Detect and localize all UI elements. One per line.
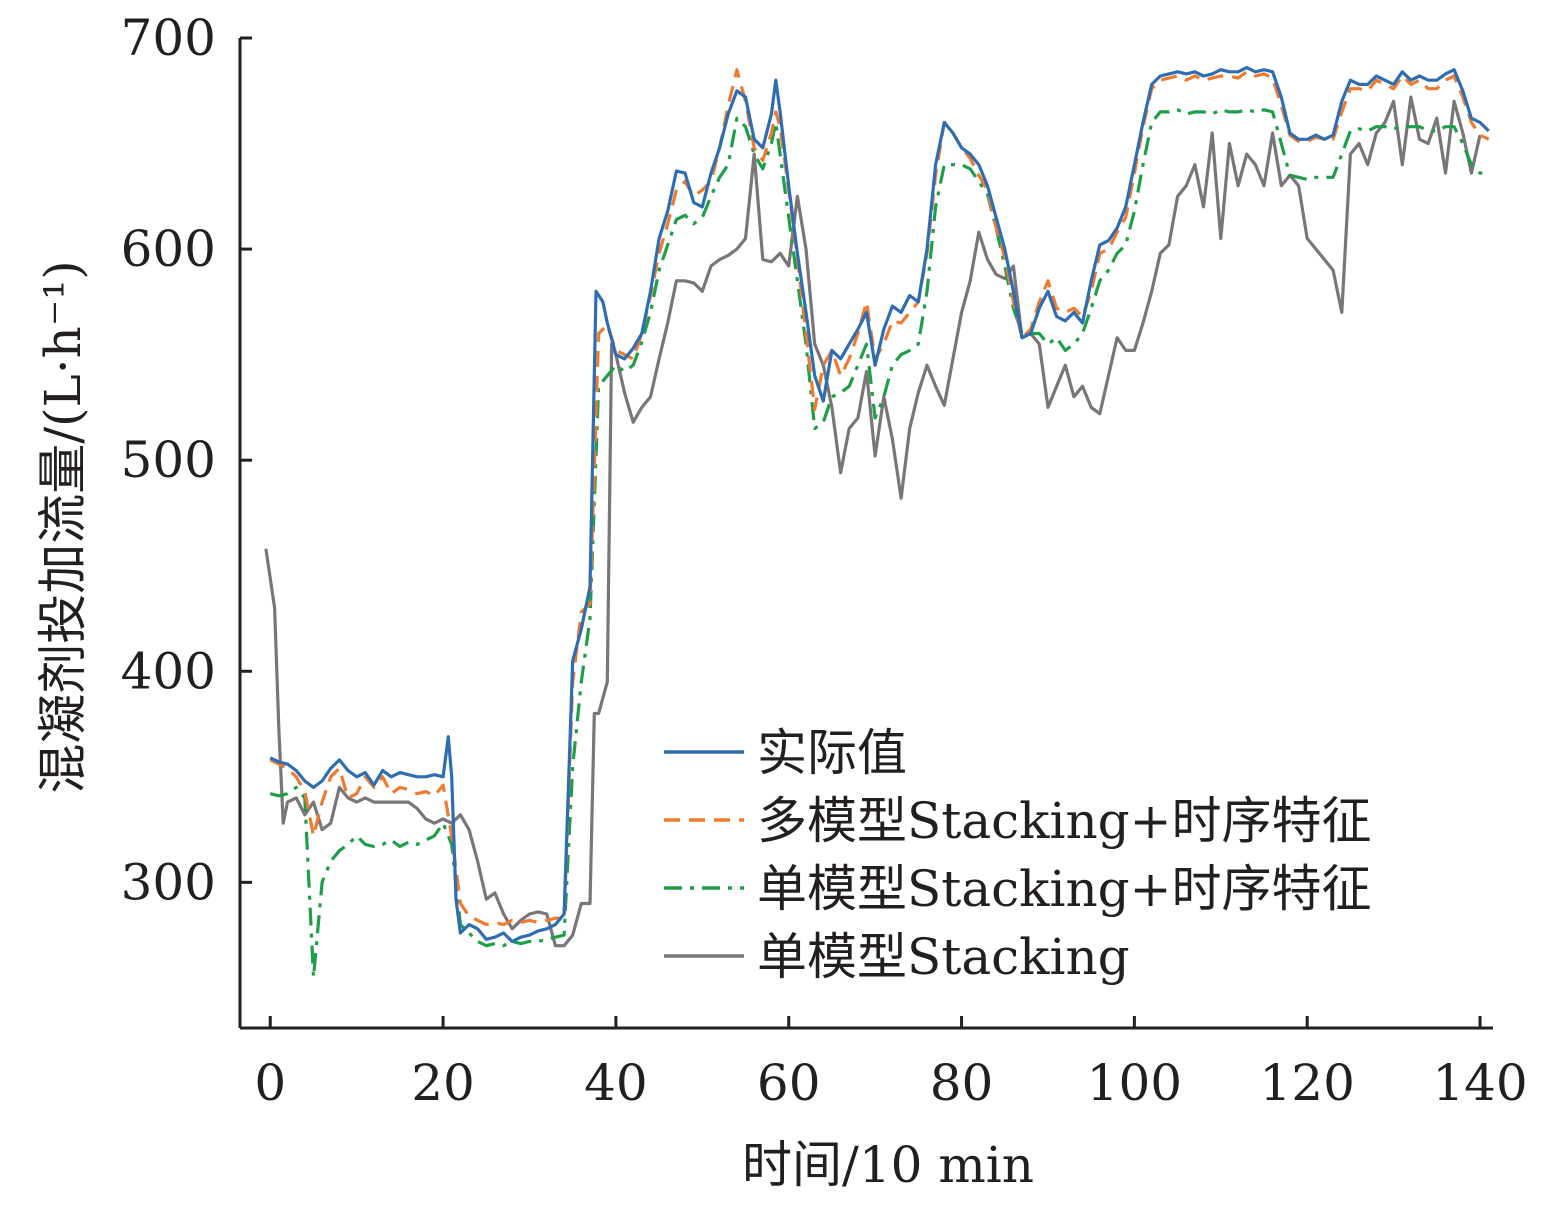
- y-tick-label: 300: [121, 853, 216, 911]
- legend-label-1: 实际值: [757, 724, 907, 782]
- y-axis-title: 混凝剂投加流量/(L·h⁻¹): [34, 260, 92, 794]
- legend: 实际值多模型Stacking+时序特征单模型Stacking+时序特征单模型St…: [664, 724, 1372, 986]
- x-tick-label: 100: [1087, 1054, 1182, 1112]
- y-ticks: 300 400 500 600 700: [121, 9, 252, 911]
- x-axis-title: 时间/10 min: [742, 1136, 1034, 1194]
- legend-label-4: 单模型Stacking: [757, 928, 1130, 986]
- plot-lines: [264, 66, 1490, 979]
- x-tick-label: 0: [254, 1054, 286, 1112]
- x-tick-label: 120: [1259, 1054, 1354, 1112]
- x-tick-label: 80: [930, 1054, 994, 1112]
- legend-label-2: 多模型Stacking+时序特征: [757, 792, 1372, 850]
- y-tick-label: 400: [121, 642, 216, 700]
- axes: [238, 38, 1493, 1030]
- legend-label-3: 单模型Stacking+时序特征: [757, 860, 1372, 918]
- series-line-3: [269, 108, 1489, 979]
- y-tick-label: 700: [121, 9, 216, 67]
- x-tick-label: 140: [1432, 1054, 1527, 1112]
- x-tick-label: 20: [411, 1054, 475, 1112]
- series-line-1: [269, 66, 1490, 944]
- x-ticks: 0 20 40 60 80 100 120 140: [254, 1016, 1528, 1112]
- y-tick-label: 600: [121, 220, 216, 278]
- x-tick-label: 40: [584, 1054, 648, 1112]
- y-tick-label: 500: [121, 431, 216, 489]
- series-line-4: [264, 95, 1482, 948]
- x-tick-label: 60: [757, 1054, 821, 1112]
